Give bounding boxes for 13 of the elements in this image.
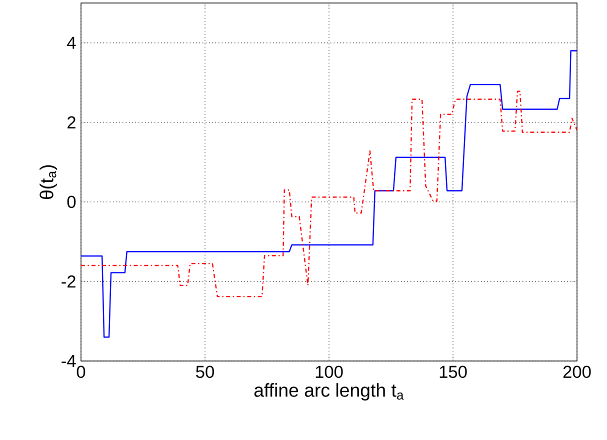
y-tick-label: 0	[67, 196, 76, 208]
line-series	[81, 50, 577, 338]
x-tick-label: 50	[196, 366, 214, 378]
x-tick-label: 100	[316, 366, 343, 378]
y-tick-label: -4	[62, 355, 76, 367]
y-tick-label: 4	[67, 36, 76, 49]
x-tick-label: 0	[76, 366, 86, 378]
y-axis-title: θ(t$_{a}$)	[40, 165, 58, 200]
y-tick-label: 2	[68, 116, 76, 128]
x-tick-label: 150	[440, 366, 467, 378]
x-axis-title: affine arc length t$_{a}$	[254, 383, 404, 401]
x-tick-label: 200	[563, 366, 591, 378]
y-tick-label: -2	[62, 275, 76, 288]
